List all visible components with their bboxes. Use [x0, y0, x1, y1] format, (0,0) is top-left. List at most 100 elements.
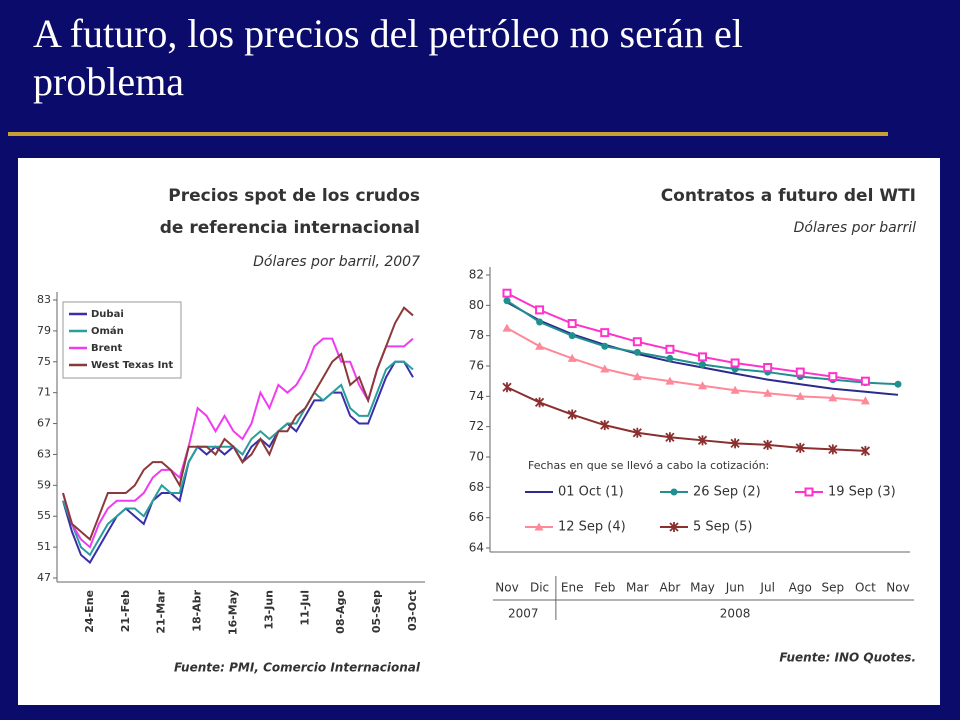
data-point — [568, 332, 576, 340]
legend-label: Omán — [91, 325, 124, 337]
year-label: 2008 — [720, 607, 751, 621]
data-point — [763, 439, 773, 450]
legend-marker — [670, 488, 678, 496]
legend-label: Brent — [91, 343, 122, 354]
legend-marker — [534, 522, 544, 531]
data-point — [860, 376, 870, 386]
data-point — [632, 372, 642, 381]
legend-label: 5 Sep (5) — [693, 520, 752, 535]
data-point — [502, 288, 512, 298]
y-tick-label: 47 — [37, 571, 51, 584]
x-tick-label: Abr — [660, 581, 681, 595]
y-tick-label: 68 — [469, 480, 484, 494]
data-point — [894, 380, 902, 388]
y-tick-label: 64 — [469, 541, 484, 555]
x-tick-label: Jul — [759, 581, 774, 595]
legend-label: 26 Sep (2) — [693, 485, 761, 500]
x-tick-label: 03-Oct — [406, 590, 419, 631]
y-tick-label: 70 — [469, 450, 484, 464]
legend-label: 12 Sep (4) — [558, 520, 626, 535]
data-point — [600, 364, 610, 373]
x-tick-label: 21-Mar — [155, 589, 168, 633]
data-point — [665, 432, 675, 443]
y-tick-label: 66 — [469, 510, 484, 524]
y-tick-label: 80 — [469, 298, 484, 312]
x-tick-label: Jun — [725, 581, 745, 595]
data-point — [828, 444, 838, 455]
data-point — [632, 337, 642, 347]
data-point — [828, 393, 838, 402]
x-tick-label: 13-Jun — [262, 590, 275, 630]
x-tick-label: Sep — [822, 581, 845, 595]
legend-label: 01 Oct (1) — [558, 485, 624, 500]
series-line — [506, 386, 866, 452]
y-tick-label: 63 — [37, 447, 51, 460]
data-point — [698, 381, 707, 390]
data-point — [535, 341, 545, 350]
data-point — [860, 445, 871, 456]
series-line — [506, 327, 866, 402]
data-point — [763, 388, 773, 397]
series-line — [62, 337, 414, 549]
data-point — [632, 427, 642, 438]
data-point — [503, 297, 511, 305]
y-tick-label: 51 — [37, 540, 51, 553]
series-line — [506, 299, 899, 386]
x-tick-label: 11-Jul — [298, 590, 311, 626]
legend-label: Dubai — [91, 309, 124, 320]
chart-title-line: Precios spot de los crudos — [168, 186, 420, 206]
series-line — [62, 360, 414, 565]
x-tick-label: Ene — [561, 581, 584, 595]
data-point — [666, 354, 674, 362]
legend-title: Fechas en que se llevó a cabo la cotizac… — [528, 459, 769, 472]
chart-title: Precios spot de los crudos de referencia … — [160, 186, 420, 238]
year-label: 2007 — [508, 607, 539, 621]
legend-label: West Texas Int — [91, 360, 173, 371]
x-tick-label: Mar — [626, 581, 649, 595]
x-tick-label: 05-Sep — [370, 590, 383, 633]
data-point — [600, 420, 610, 431]
chart-source: Fuente: INO Quotes. — [779, 651, 916, 665]
data-point — [536, 318, 544, 326]
x-tick-label: May — [690, 581, 715, 595]
x-tick-label: Ago — [789, 581, 812, 595]
y-tick-label: 71 — [37, 386, 51, 399]
data-point — [534, 397, 545, 408]
data-point — [698, 352, 707, 362]
x-tick-label: Oct — [855, 581, 876, 595]
data-point — [567, 353, 577, 362]
y-tick-label: 78 — [469, 328, 484, 342]
x-tick-label: 21-Feb — [119, 590, 132, 632]
series-line — [506, 292, 866, 383]
legend-marker — [669, 522, 679, 532]
legend-label: 19 Sep (3) — [828, 485, 896, 500]
data-point — [699, 360, 706, 368]
data-point — [697, 435, 708, 446]
chart-subtitle: Dólares por barril, 2007 — [253, 254, 420, 270]
y-tick-label: 59 — [37, 478, 51, 491]
chart-subtitle: Dólares por barril — [794, 220, 916, 236]
legend-marker — [804, 487, 814, 497]
title-rule — [8, 132, 888, 136]
data-point — [567, 409, 577, 420]
series-line — [62, 360, 414, 557]
data-point — [828, 372, 838, 382]
data-point — [730, 438, 740, 449]
y-tick-label: 83 — [37, 293, 51, 306]
x-tick-label: Feb — [594, 581, 615, 595]
y-tick-label: 76 — [469, 359, 484, 373]
series-line — [62, 306, 414, 542]
data-point — [633, 348, 641, 356]
x-tick-label: 24-Ene — [83, 590, 96, 633]
x-tick-label: Nov — [886, 581, 909, 595]
data-point — [860, 396, 870, 405]
data-point — [795, 391, 805, 400]
data-point — [502, 382, 512, 393]
y-tick-label: 82 — [469, 268, 484, 282]
y-tick-label: 67 — [37, 417, 51, 430]
data-point — [600, 328, 610, 338]
y-tick-label: 79 — [37, 324, 51, 337]
slide-title: A futuro, los precios del petróleo no se… — [33, 11, 743, 104]
